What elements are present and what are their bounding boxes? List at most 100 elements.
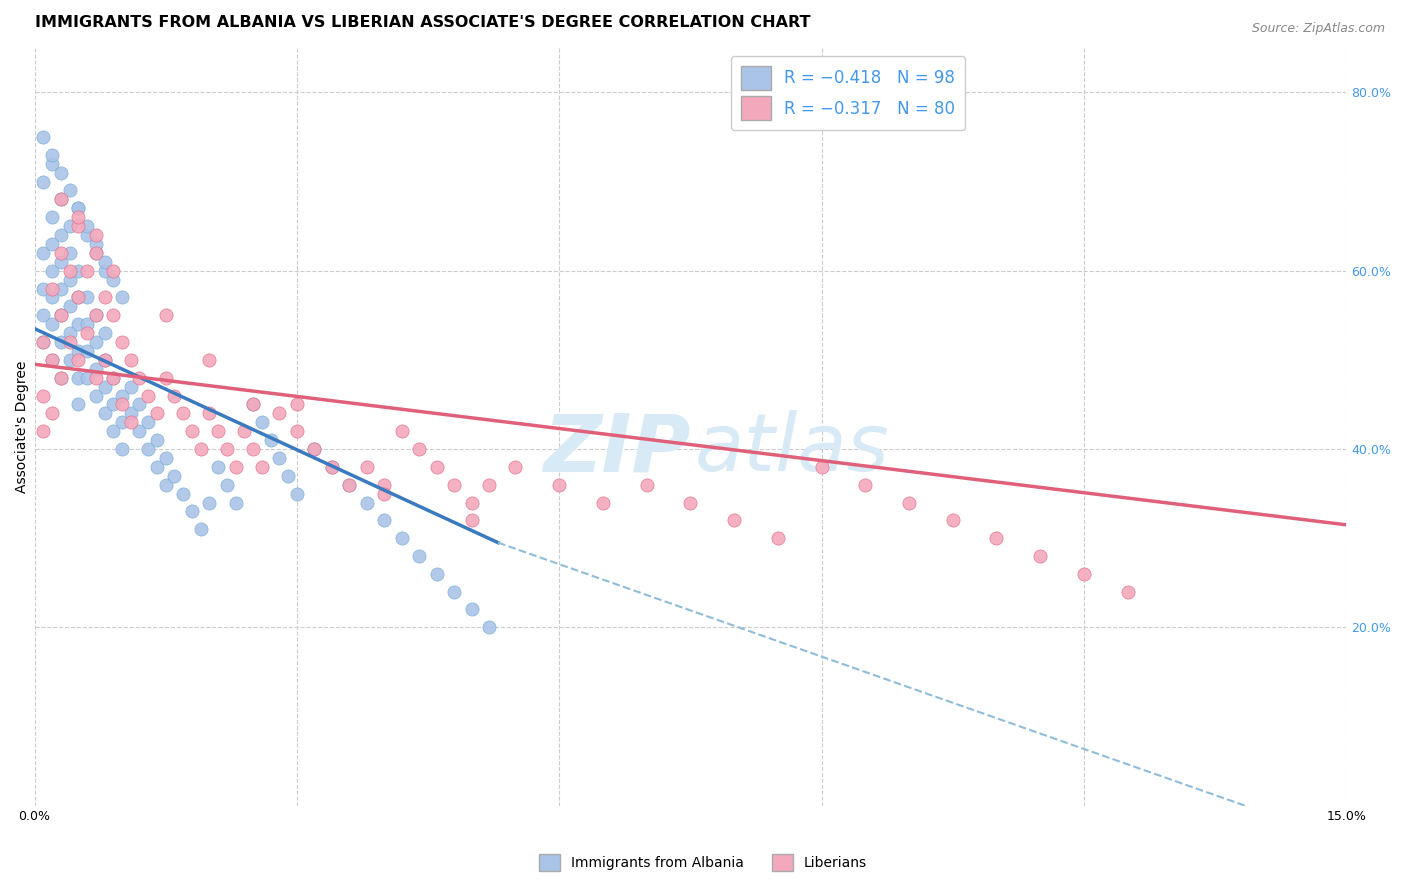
Point <box>32 281 55 295</box>
Point <box>84 388 107 402</box>
Point <box>408 442 430 456</box>
Point <box>49 166 72 180</box>
Point <box>723 513 745 527</box>
Point <box>1073 566 1095 581</box>
Point <box>225 459 247 474</box>
Point <box>259 433 281 447</box>
Point <box>373 486 395 500</box>
Text: IMMIGRANTS FROM ALBANIA VS LIBERIAN ASSOCIATE'S DEGREE CORRELATION CHART: IMMIGRANTS FROM ALBANIA VS LIBERIAN ASSO… <box>35 15 810 30</box>
Point <box>443 477 465 491</box>
Point <box>1029 549 1052 563</box>
Point <box>198 495 221 509</box>
Point <box>111 415 134 429</box>
Point <box>269 450 291 465</box>
Point <box>146 433 169 447</box>
Point <box>49 334 72 349</box>
Point <box>592 495 614 509</box>
Point <box>155 450 177 465</box>
Point <box>67 370 90 384</box>
Point <box>120 415 142 429</box>
Point <box>84 237 107 252</box>
Point <box>58 219 80 234</box>
Point <box>391 531 413 545</box>
Point <box>207 459 229 474</box>
Point <box>58 245 80 260</box>
Point <box>41 406 63 420</box>
Point <box>32 388 55 402</box>
Point <box>49 308 72 322</box>
Point <box>285 486 308 500</box>
Point <box>810 459 832 474</box>
Point <box>41 237 63 252</box>
Point <box>155 370 177 384</box>
Point <box>172 486 194 500</box>
Point <box>136 442 159 456</box>
Point <box>49 281 72 295</box>
Point <box>250 459 273 474</box>
Point <box>32 334 55 349</box>
Point <box>41 281 63 295</box>
Point <box>84 308 107 322</box>
Point <box>41 148 63 162</box>
Point <box>426 566 449 581</box>
Point <box>67 343 90 358</box>
Point <box>373 513 395 527</box>
Point <box>111 388 134 402</box>
Legend: Immigrants from Albania, Liberians: Immigrants from Albania, Liberians <box>534 848 872 876</box>
Point <box>269 406 291 420</box>
Point <box>163 468 186 483</box>
Point <box>679 495 702 509</box>
Point <box>181 504 204 518</box>
Point <box>304 442 326 456</box>
Point <box>636 477 658 491</box>
Point <box>41 352 63 367</box>
Point <box>49 308 72 322</box>
Point <box>111 397 134 411</box>
Point <box>93 263 115 277</box>
Point <box>548 477 571 491</box>
Point <box>120 352 142 367</box>
Point <box>67 317 90 331</box>
Point <box>215 477 238 491</box>
Point <box>58 326 80 340</box>
Point <box>136 415 159 429</box>
Point <box>120 406 142 420</box>
Point <box>41 352 63 367</box>
Point <box>172 406 194 420</box>
Legend: R = −0.418   N = 98, R = −0.317   N = 80: R = −0.418 N = 98, R = −0.317 N = 80 <box>731 56 965 130</box>
Point <box>128 397 150 411</box>
Point <box>146 459 169 474</box>
Point <box>84 245 107 260</box>
Point <box>766 531 789 545</box>
Point <box>41 157 63 171</box>
Point <box>242 442 264 456</box>
Point <box>76 343 98 358</box>
Point <box>67 352 90 367</box>
Point <box>986 531 1008 545</box>
Point <box>897 495 920 509</box>
Point <box>32 308 55 322</box>
Point <box>285 397 308 411</box>
Point <box>215 442 238 456</box>
Point <box>1116 584 1139 599</box>
Point <box>49 193 72 207</box>
Point <box>41 263 63 277</box>
Point <box>76 317 98 331</box>
Point <box>225 495 247 509</box>
Point <box>478 477 501 491</box>
Point <box>76 219 98 234</box>
Point <box>155 308 177 322</box>
Point <box>942 513 965 527</box>
Point <box>198 406 221 420</box>
Point <box>32 175 55 189</box>
Point <box>337 477 360 491</box>
Point <box>111 290 134 304</box>
Point <box>49 254 72 268</box>
Point <box>461 513 484 527</box>
Point <box>41 317 63 331</box>
Point <box>103 272 125 286</box>
Point <box>49 245 72 260</box>
Point <box>67 219 90 234</box>
Point <box>67 397 90 411</box>
Point <box>32 424 55 438</box>
